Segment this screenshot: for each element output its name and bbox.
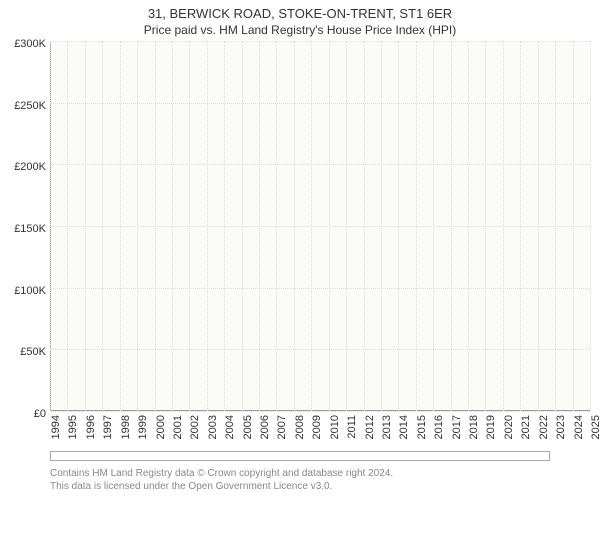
gridline-v bbox=[416, 41, 417, 411]
gridline-v bbox=[364, 41, 365, 411]
x-tick-label: 1999 bbox=[137, 415, 149, 439]
gridline-v bbox=[398, 41, 399, 411]
gridline-v bbox=[485, 41, 486, 411]
legend bbox=[50, 451, 550, 461]
x-tick-label: 2017 bbox=[451, 415, 463, 439]
gridline-v bbox=[189, 41, 190, 411]
gridline-v bbox=[85, 41, 86, 411]
x-axis: 1994 1995 1996 1997 1998 1999 2000 2001 2002 2003… bbox=[50, 411, 590, 447]
gridline-v bbox=[242, 41, 243, 411]
x-tick-label: 2015 bbox=[416, 415, 428, 439]
gridline-v bbox=[311, 41, 312, 411]
x-tick-label: 2016 bbox=[433, 415, 445, 439]
footer-attribution: Contains HM Land Registry data © Crown c… bbox=[50, 467, 550, 493]
gridline-v bbox=[468, 41, 469, 411]
gridline-v bbox=[137, 41, 138, 411]
footer-line-1: Contains HM Land Registry data © Crown c… bbox=[50, 467, 550, 480]
x-tick-label: 1996 bbox=[85, 415, 97, 439]
gridline-v bbox=[381, 41, 382, 411]
gridline-h bbox=[50, 103, 590, 104]
x-tick-label: 1994 bbox=[50, 415, 62, 439]
gridline-h bbox=[50, 41, 590, 42]
y-tick-label: £300K bbox=[14, 38, 46, 50]
x-tick-label: 2025 bbox=[590, 415, 600, 439]
x-tick-label: 2019 bbox=[485, 415, 497, 439]
chart-plot-area bbox=[50, 41, 590, 411]
gridline-v bbox=[276, 41, 277, 411]
x-tick-label: 2001 bbox=[172, 415, 184, 439]
x-tick-label: 2005 bbox=[242, 415, 254, 439]
x-tick-label: 2006 bbox=[259, 415, 271, 439]
x-tick-label: 2004 bbox=[224, 415, 236, 439]
gridline-v bbox=[451, 41, 452, 411]
x-tick-label: 2022 bbox=[538, 415, 550, 439]
gridline-v bbox=[590, 41, 591, 411]
x-tick-label: 2018 bbox=[468, 415, 480, 439]
y-tick-label: £0 bbox=[34, 408, 46, 420]
gridline-h bbox=[50, 164, 590, 165]
x-tick-label: 2009 bbox=[311, 415, 323, 439]
gridline-v bbox=[538, 41, 539, 411]
x-tick-label: 2008 bbox=[294, 415, 306, 439]
gridline-v bbox=[503, 41, 504, 411]
gridline-v bbox=[207, 41, 208, 411]
gridline-v bbox=[50, 41, 51, 411]
gridline-h bbox=[50, 349, 590, 350]
x-tick-label: 2023 bbox=[555, 415, 567, 439]
gridline-v bbox=[433, 41, 434, 411]
y-axis: £0£50K£100K£150K£200K£250K£300K bbox=[0, 44, 50, 414]
y-tick-label: £100K bbox=[14, 285, 46, 297]
gridline-v bbox=[555, 41, 556, 411]
x-tick-label: 1997 bbox=[102, 415, 114, 439]
gridline-v bbox=[329, 41, 330, 411]
y-tick-label: £250K bbox=[14, 100, 46, 112]
chart-title: 31, BERWICK ROAD, STOKE-ON-TRENT, ST1 6E… bbox=[0, 0, 600, 23]
y-tick-label: £150K bbox=[14, 223, 46, 235]
gridline-v bbox=[172, 41, 173, 411]
y-tick-label: £50K bbox=[20, 346, 46, 358]
x-tick-label: 2024 bbox=[573, 415, 585, 439]
gridline-v bbox=[520, 41, 521, 411]
x-tick-label: 2007 bbox=[276, 415, 288, 439]
x-tick-label: 2010 bbox=[329, 415, 341, 439]
gridline-v bbox=[102, 41, 103, 411]
gridline-v bbox=[155, 41, 156, 411]
footer-line-2: This data is licensed under the Open Gov… bbox=[50, 480, 550, 493]
gridline-h bbox=[50, 288, 590, 289]
x-tick-label: 2011 bbox=[346, 415, 358, 439]
x-tick-label: 2013 bbox=[381, 415, 393, 439]
x-tick-label: 1995 bbox=[67, 415, 79, 439]
x-tick-label: 2002 bbox=[189, 415, 201, 439]
gridline-v bbox=[224, 41, 225, 411]
x-tick-label: 2014 bbox=[398, 415, 410, 439]
gridline-v bbox=[294, 41, 295, 411]
gridline-v bbox=[259, 41, 260, 411]
gridline-h bbox=[50, 226, 590, 227]
x-tick-label: 2003 bbox=[207, 415, 219, 439]
gridline-v bbox=[120, 41, 121, 411]
x-tick-label: 2012 bbox=[364, 415, 376, 439]
gridline-v bbox=[346, 41, 347, 411]
x-tick-label: 2021 bbox=[520, 415, 532, 439]
x-tick-label: 2000 bbox=[155, 415, 167, 439]
gridline-v bbox=[67, 41, 68, 411]
chart-subtitle: Price paid vs. HM Land Registry's House … bbox=[0, 23, 600, 41]
y-tick-label: £200K bbox=[14, 161, 46, 173]
x-tick-label: 1998 bbox=[120, 415, 132, 439]
x-tick-label: 2020 bbox=[503, 415, 515, 439]
gridline-v bbox=[573, 41, 574, 411]
